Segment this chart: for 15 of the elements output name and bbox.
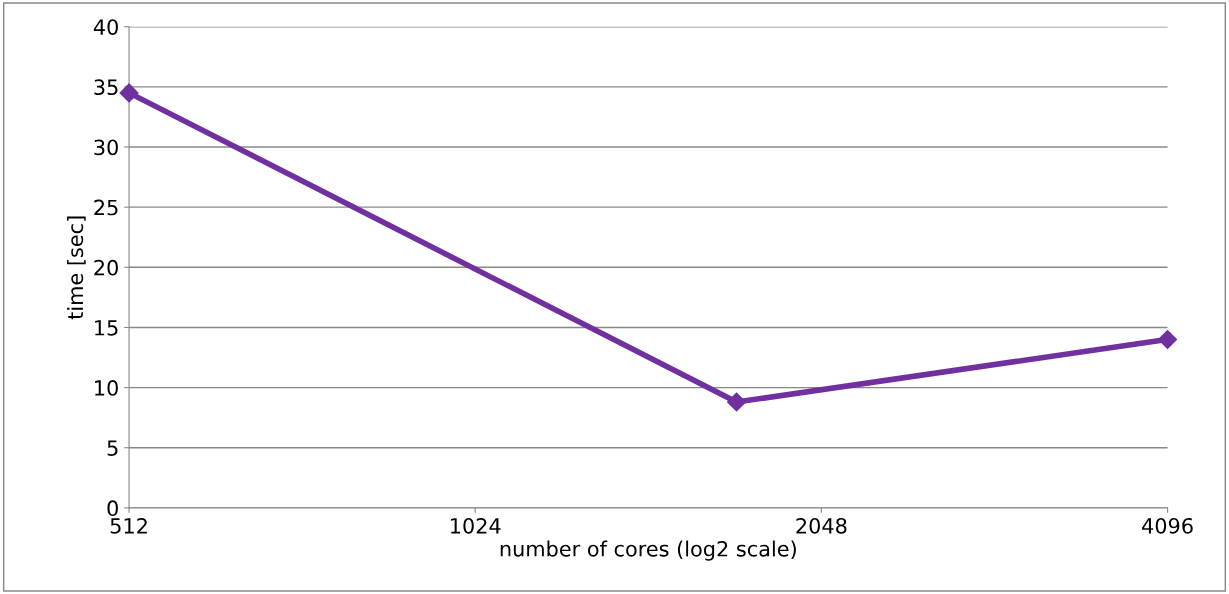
- y-tick-label: 15: [95, 320, 118, 336]
- x-tick-label: 2048: [796, 517, 847, 534]
- x-axis-title: number of cores (log2 scale): [500, 540, 796, 561]
- y-tick-label: 40: [93, 19, 118, 35]
- y-tick-label: 25: [94, 199, 118, 216]
- y-tick-label: 0: [107, 500, 118, 517]
- x-tick-label: 512: [110, 517, 147, 534]
- x-tick-label: 1024: [450, 517, 501, 534]
- y-axis-title: time [sec]: [67, 216, 86, 320]
- y-tick-label: 30: [94, 139, 118, 156]
- y-tick-label: 35: [94, 79, 118, 96]
- y-tick-label: 5: [107, 440, 118, 456]
- x-tick-label: 4096: [1142, 517, 1193, 534]
- y-tick-label: 10: [95, 380, 118, 396]
- y-tick-label: 20: [94, 259, 118, 276]
